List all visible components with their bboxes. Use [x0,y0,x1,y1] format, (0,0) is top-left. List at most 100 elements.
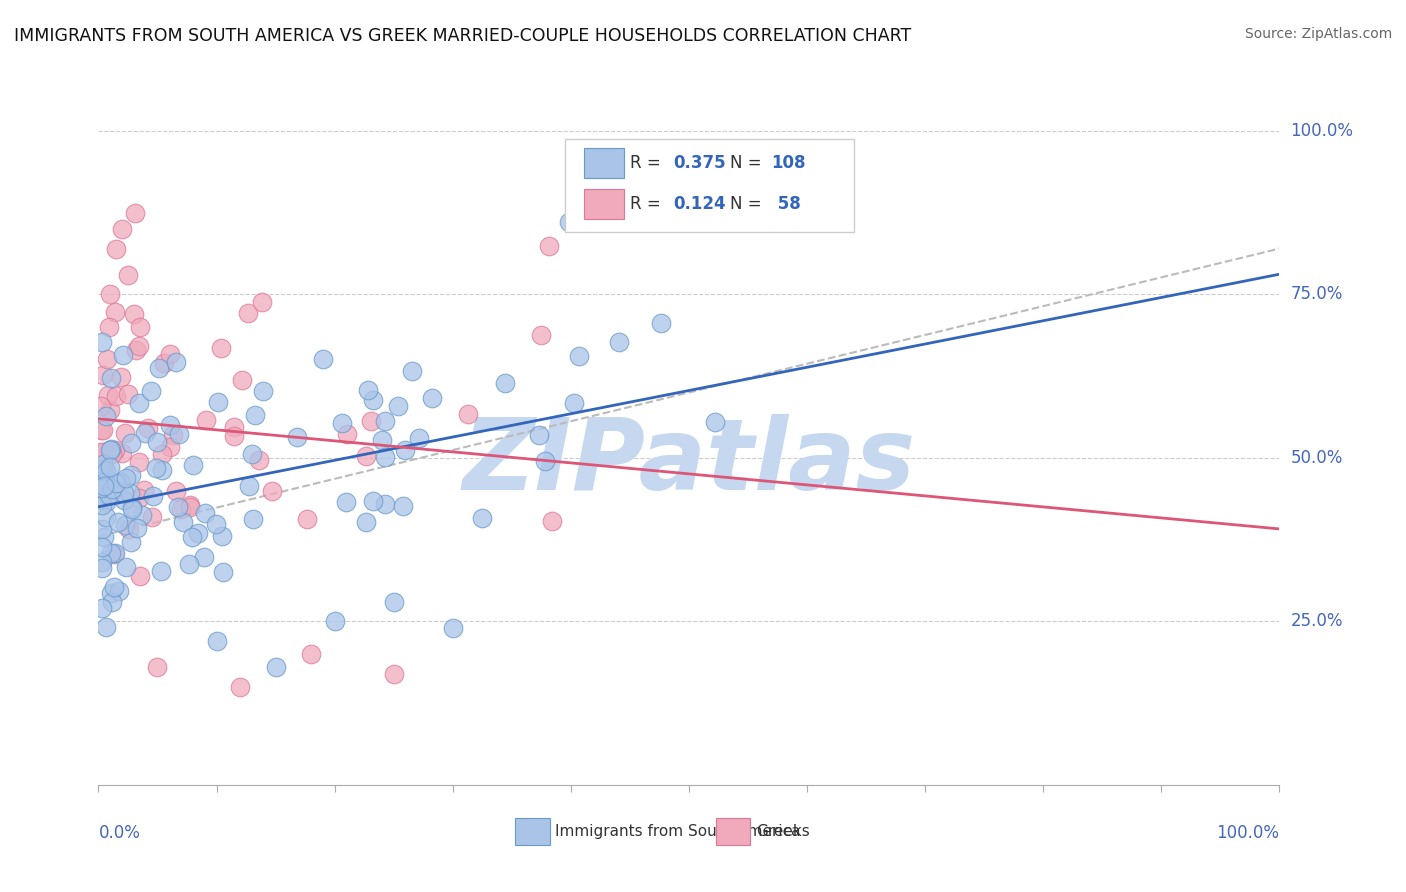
Text: 25.0%: 25.0% [1291,613,1343,631]
Point [179,498,201,512]
Point [335,427,357,442]
Point [371,433,394,447]
Point [401,364,423,378]
Text: 75.0%: 75.0% [1291,285,1343,303]
Point [124,205,146,219]
Point [162,428,184,442]
FancyBboxPatch shape [516,818,550,845]
Text: IMMIGRANTS FROM SOUTH AMERICA VS GREEK MARRIED-COUPLE HOUSEHOLDS CORRELATION CHA: IMMIGRANTS FROM SOUTH AMERICA VS GREEK M… [14,27,911,45]
Point [195,413,218,427]
Point [91,334,114,349]
Point [97,388,120,402]
Point [91,601,114,615]
Point [128,320,150,334]
Point [538,239,561,253]
Point [541,514,564,528]
Point [90,472,112,486]
Point [103,547,125,561]
FancyBboxPatch shape [716,818,751,845]
Point [169,427,191,442]
Point [335,495,357,509]
Point [387,399,409,413]
Point [146,660,169,674]
Point [115,560,138,574]
Point [105,389,128,403]
Point [394,443,416,458]
Point [181,458,204,472]
Point [361,494,384,508]
Point [111,446,134,460]
Point [650,316,672,330]
Point [179,500,201,515]
Point [408,431,430,445]
Point [100,595,122,609]
Point [100,546,122,560]
Point [159,347,181,361]
Text: 100.0%: 100.0% [1216,824,1279,842]
Point [97,320,120,334]
Point [104,305,127,319]
FancyBboxPatch shape [565,139,855,232]
Point [124,343,146,357]
Point [114,426,136,441]
Point [165,483,187,498]
Point [243,408,266,422]
Point [93,479,115,493]
Text: ZIPatlas: ZIPatlas [463,414,915,510]
Point [104,443,127,458]
Point [110,370,132,384]
Point [180,530,202,544]
Point [471,510,494,524]
Point [93,445,115,459]
Point [159,417,181,432]
Point [101,447,124,461]
Point [91,555,114,569]
Point [131,508,153,523]
Point [391,500,413,514]
Point [94,475,117,490]
Point [114,518,136,533]
Point [145,461,167,475]
Point [91,560,114,574]
Point [231,373,253,387]
Text: 0.124: 0.124 [673,194,727,213]
Text: N =: N = [730,153,768,172]
Point [361,392,384,407]
Point [374,414,396,428]
Point [96,351,118,366]
Point [295,512,318,526]
Point [98,488,121,502]
Point [90,399,112,413]
Point [238,479,260,493]
Point [134,426,156,441]
Point [240,447,263,461]
Point [128,455,150,469]
Point [141,384,163,398]
Point [562,396,585,410]
Point [94,495,117,509]
Point [153,355,176,369]
Point [105,242,128,256]
Point [104,475,127,490]
Point [100,586,122,600]
Point [330,416,353,430]
Point [91,522,114,536]
Point [90,423,112,437]
Point [211,529,233,543]
Point [98,443,121,458]
Point [530,327,553,342]
Point [128,491,150,505]
Text: N =: N = [730,194,768,213]
Point [96,477,118,491]
Point [382,595,405,609]
Point [357,383,380,397]
Point [104,546,127,560]
Point [193,549,215,564]
Point [557,214,579,228]
Point [148,361,170,376]
Point [177,557,200,571]
Point [441,621,464,635]
Point [112,486,135,500]
Point [97,479,120,493]
Point [209,341,232,355]
